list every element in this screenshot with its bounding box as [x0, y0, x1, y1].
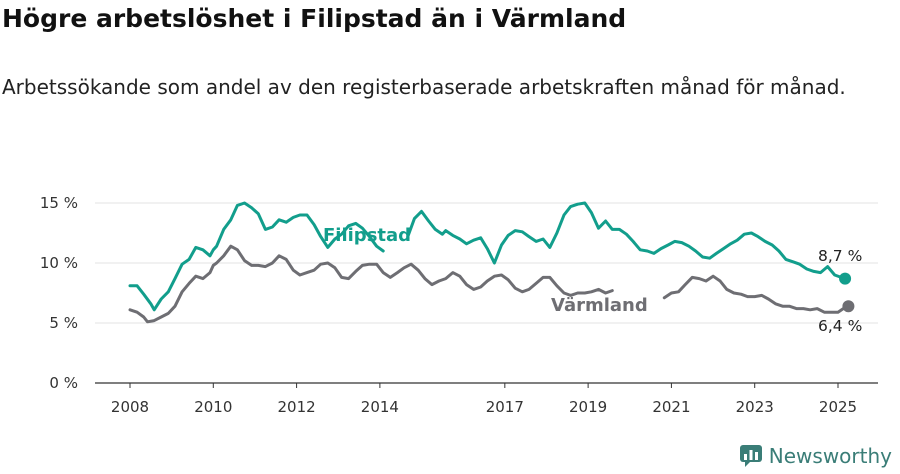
filipstad-series-label: Filipstad [323, 225, 411, 246]
x-tick-label: 2017 [486, 398, 524, 416]
chart-title: Högre arbetslöshet i Filipstad än i Värm… [2, 4, 627, 33]
y-tick-label: 10 % [40, 254, 78, 272]
varmland-series-label: Värmland [551, 295, 648, 316]
line-chart: 0 %5 %10 %15 % 2008 2010 2012 2014 2017 2019 2… [40, 194, 878, 416]
y-axis-ticks: 0 % 5 % 10 % 15 % [40, 194, 78, 392]
varmland-line-segment [128, 244, 614, 324]
series-labels: Filipstad Värmland 8,7 % 6,4 % [323, 225, 862, 335]
x-axis: 2008 2010 2012 2014 2017 2019 2021 2023 2025 [95, 382, 878, 416]
x-tick-label: 2010 [194, 398, 232, 416]
filipstad-line-segment [406, 201, 847, 281]
series-lines [128, 201, 855, 324]
filipstad-end-dot [839, 272, 852, 285]
x-tick-label: 2023 [736, 398, 774, 416]
filipstad-line-segment [128, 201, 385, 312]
x-tick-label: 2019 [569, 398, 607, 416]
x-tick-label: 2008 [111, 398, 149, 416]
brand-name: Newsworthy [768, 444, 892, 468]
varmland-line-segment [662, 274, 850, 314]
x-tick-label: 2014 [361, 398, 399, 416]
bar-chart-logo-icon [739, 445, 762, 467]
chart-subtitle: Arbetssökande som andel av den registerb… [2, 75, 846, 99]
y-tick-label: 0 % [49, 374, 78, 392]
y-tick-label: 15 % [40, 194, 78, 212]
varmland-end-value-label: 6,4 % [818, 317, 862, 335]
x-tick-label: 2021 [652, 398, 690, 416]
gridlines [95, 202, 878, 324]
filipstad-end-value-label: 8,7 % [818, 247, 862, 265]
y-tick-label: 5 % [49, 314, 78, 332]
varmland-end-dot [842, 300, 855, 313]
x-tick-label: 2025 [819, 398, 857, 416]
newsworthy-logo: Newsworthy [739, 444, 892, 468]
x-tick-label: 2012 [277, 398, 315, 416]
